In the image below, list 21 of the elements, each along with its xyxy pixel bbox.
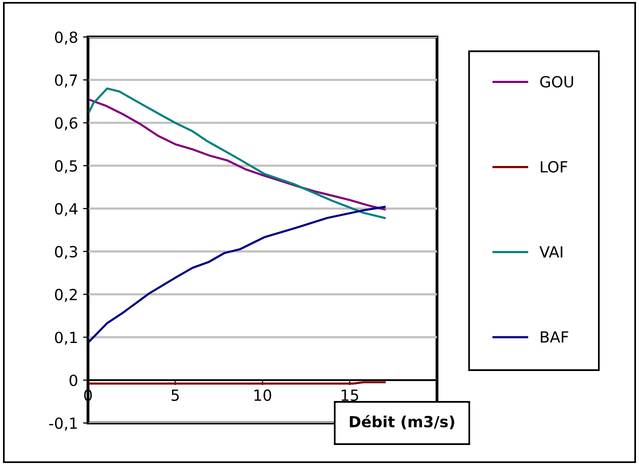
y-tick-label: 0 [70, 374, 78, 386]
x-tick-label: 5 [172, 390, 179, 401]
y-tick-label: 0,2 [54, 288, 77, 302]
y-tick-label: 0,7 [54, 74, 77, 88]
legend-label: GOU [540, 76, 574, 88]
y-tick-label: 0,1 [54, 332, 77, 345]
legend-label: LOF [540, 161, 568, 173]
y-tick-label: 0,4 [54, 203, 78, 216]
x-axis-title: Débit (m3/s) [350, 414, 454, 430]
y-tick-label: 0,3 [54, 246, 78, 260]
legend-label: BAF [540, 331, 568, 343]
legend-label: VAI [539, 246, 562, 258]
y-tick-label: 0,8 [54, 31, 78, 45]
y-tick-label: -0,1 [49, 417, 77, 431]
x-tick-label: 15 [342, 390, 358, 401]
line-series [88, 206, 386, 344]
x-tick-label: 10 [254, 389, 272, 401]
line-series [88, 98, 386, 210]
y-tick-label: 0,6 [54, 117, 78, 130]
y-tick-label: 0,5 [54, 160, 77, 174]
line-series [88, 87, 386, 220]
